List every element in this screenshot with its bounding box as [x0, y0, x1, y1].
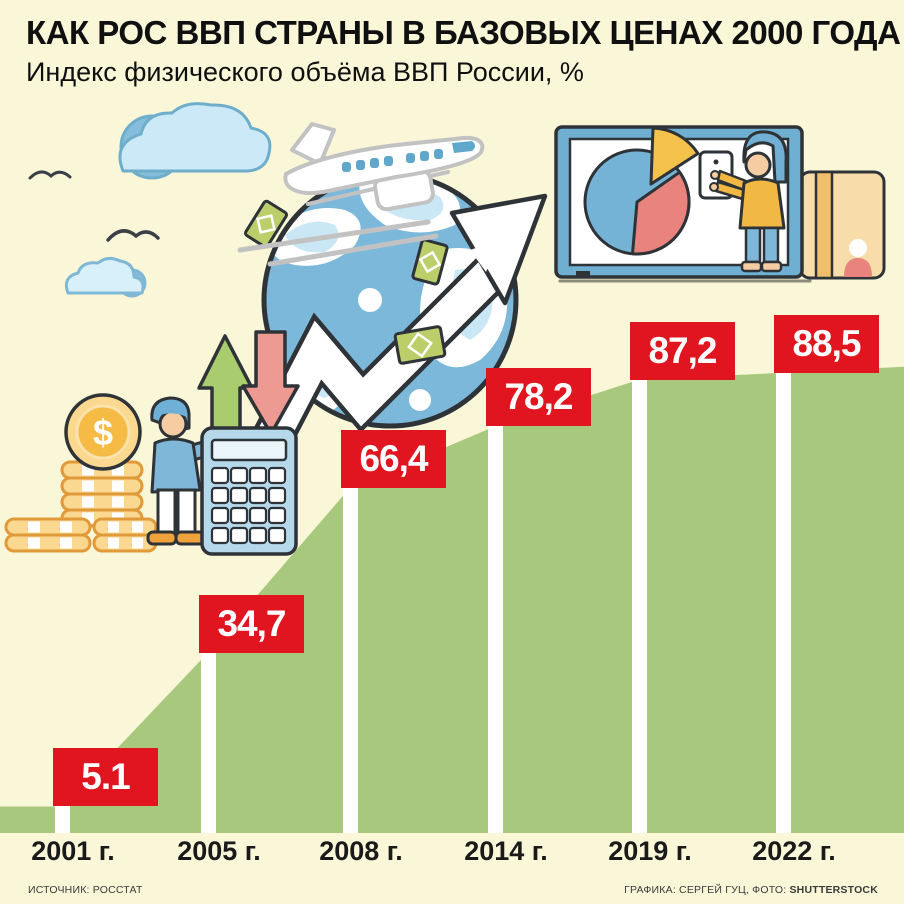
value-label-2014: 78,2 [486, 368, 591, 426]
credit-card-icon [798, 170, 886, 280]
year-tick-line [201, 649, 216, 833]
value-label-2022: 88,5 [774, 315, 879, 373]
value-label-2001: 5.1 [53, 748, 158, 806]
year-label-2001: 2001 г. [31, 836, 115, 866]
bird-icon [28, 170, 72, 180]
bird-icon [106, 229, 160, 242]
banknote-icon [393, 325, 447, 365]
year-tick-lines [55, 369, 791, 833]
year-tick-line [343, 484, 358, 833]
gdp-area-shape [0, 366, 904, 833]
year-tick-line [55, 803, 70, 833]
year-label-2022: 2022 г. [752, 836, 836, 866]
airplane-icon [237, 122, 485, 267]
coin-stack-icon [4, 460, 158, 553]
page-title: КАК РОС ВВП СТРАНЫ В БАЗОВЫХ ЦЕНАХ 2000 … [26, 14, 901, 51]
calculator-icon [200, 426, 298, 556]
person-tablet-icon [698, 130, 788, 273]
person-with-calculator [146, 396, 230, 546]
banknote-icon [244, 199, 288, 249]
year-label-2005: 2005 г. [177, 836, 261, 866]
coin-icon: $ [64, 393, 142, 471]
cloud-icon [118, 102, 272, 180]
gdp-area-chart [0, 366, 904, 833]
year-tick-line [488, 423, 503, 833]
value-label-2005: 34,7 [199, 595, 304, 653]
year-label-2019: 2019 г. [608, 836, 692, 866]
year-label-2014: 2014 г. [464, 836, 548, 866]
banknote-icon [411, 238, 449, 286]
footer-source: ИСТОЧНИК: РОССТАТ [28, 884, 143, 896]
year-tick-line [632, 376, 647, 833]
down-arrow-icon [241, 330, 300, 436]
value-label-2019: 87,2 [630, 322, 735, 380]
year-label-2008: 2008 г. [319, 836, 403, 866]
page-subtitle: Индекс физического объёма ВВП России, % [26, 57, 584, 87]
year-tick-line [776, 369, 791, 833]
dollar-sign: $ [93, 412, 113, 453]
cloud-icon [64, 256, 147, 298]
value-label-2008: 66,4 [341, 430, 446, 488]
pie-chart-icon [583, 126, 700, 256]
person-calculator-icon: $ [4, 393, 298, 556]
footer-credits-bold: SHUTTERSTOCK [789, 884, 878, 896]
footer-credits-text: ГРАФИКА: СЕРГЕЙ ГУЦ, ФОТО: [624, 884, 790, 896]
footer-credits: ГРАФИКА: СЕРГЕЙ ГУЦ, ФОТО: SHUTTERSTOCK [624, 884, 878, 896]
presentation-board-icon [554, 125, 886, 283]
